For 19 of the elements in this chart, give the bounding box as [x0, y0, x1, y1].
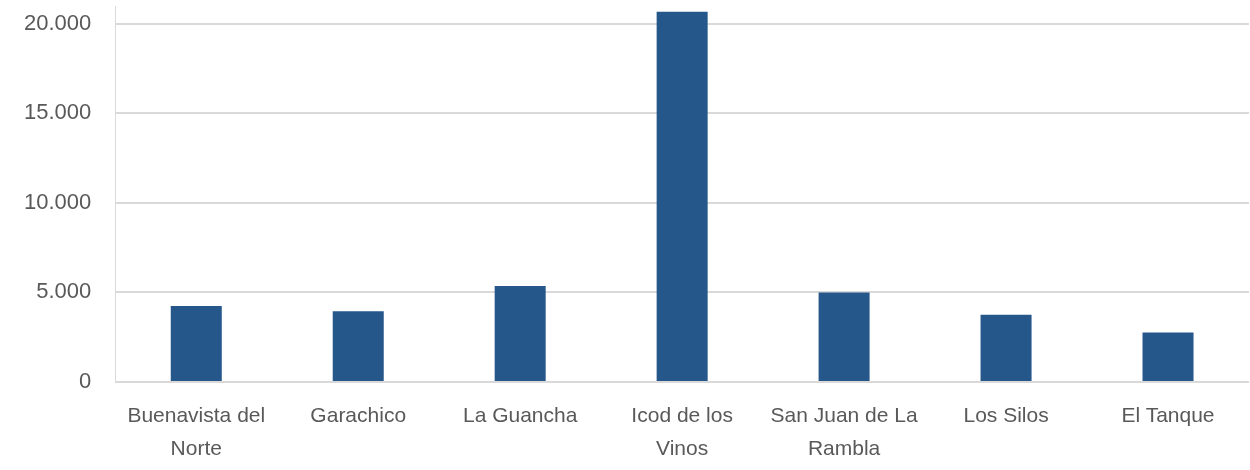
bar: [656, 11, 708, 381]
x-tick-label: La Guancha: [462, 402, 578, 426]
x-tick-label: Los Silos: [963, 402, 1049, 426]
bar: [332, 311, 384, 381]
y-tick-label: 20.000: [23, 9, 92, 35]
y-tick-label: 10.000: [23, 188, 92, 214]
y-tick-label: 15.000: [23, 99, 92, 125]
bar: [494, 285, 546, 381]
x-tick-label: Garachico: [310, 402, 407, 426]
x-tick-label: El Tanque: [1121, 402, 1215, 426]
bar: [980, 314, 1032, 381]
x-tick-label: Buenavista del Norte: [127, 402, 266, 459]
y-tick-label: 5.000: [36, 278, 92, 304]
bar: [818, 292, 870, 381]
bar: [170, 306, 222, 381]
y-tick-label: 0: [79, 367, 92, 393]
x-tick-label: San Juan de La Rambla: [770, 402, 918, 459]
bar: [1142, 332, 1194, 381]
x-tick-label: Icod de los Vinos: [631, 402, 733, 459]
